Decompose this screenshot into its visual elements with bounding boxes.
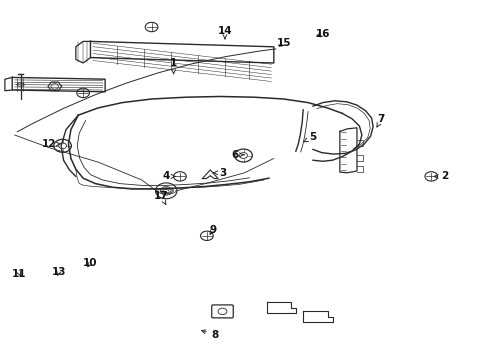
Text: 5: 5 bbox=[303, 132, 316, 142]
Text: 9: 9 bbox=[209, 225, 216, 235]
Text: 8: 8 bbox=[202, 330, 218, 340]
Text: 15: 15 bbox=[276, 38, 290, 48]
Text: 1: 1 bbox=[170, 58, 177, 74]
Text: 11: 11 bbox=[12, 269, 27, 279]
Text: 17: 17 bbox=[154, 191, 168, 204]
Text: 2: 2 bbox=[433, 171, 447, 181]
Text: 6: 6 bbox=[231, 150, 244, 160]
Text: 7: 7 bbox=[376, 114, 385, 127]
Text: 12: 12 bbox=[41, 139, 60, 149]
Text: 16: 16 bbox=[315, 29, 329, 39]
Text: 4: 4 bbox=[162, 171, 175, 181]
Text: 13: 13 bbox=[51, 267, 66, 277]
Text: 3: 3 bbox=[213, 168, 225, 178]
Text: 14: 14 bbox=[217, 26, 232, 39]
Text: 10: 10 bbox=[83, 258, 98, 268]
